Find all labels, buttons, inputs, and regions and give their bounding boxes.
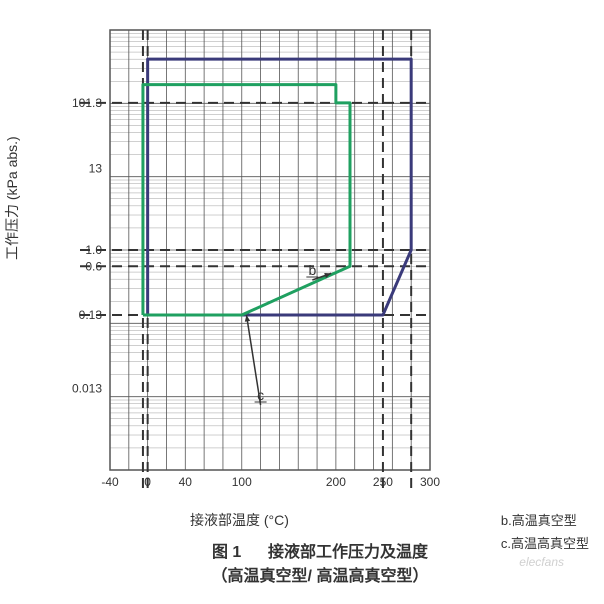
svg-text:0: 0 [144,475,151,489]
svg-text:0.013: 0.013 [72,381,102,395]
svg-text:100: 100 [232,475,252,489]
title-line3: （高温真空型/ 高温高真空型） [212,568,429,585]
svg-text:250: 250 [373,475,393,489]
svg-text:200: 200 [326,475,346,489]
title-line2: 接液部工作压力及温度 [268,544,428,561]
y-axis-label: 工作压力 (kPa abs.) [2,136,22,260]
svg-text:-40: -40 [101,475,119,489]
svg-text:0.13: 0.13 [79,308,103,322]
svg-text:0.6: 0.6 [85,259,102,273]
x-axis-label: 接液部温度 (°C) [190,510,289,530]
svg-text:13: 13 [89,161,103,175]
svg-text:b: b [308,262,316,278]
svg-text:300: 300 [420,475,440,489]
svg-text:40: 40 [179,475,193,489]
svg-text:-5: -5 [138,489,149,490]
figure-title: 图 1 接液部工作压力及温度 （高温真空型/ 高温高真空型） [70,538,570,586]
svg-text:1.0: 1.0 [85,243,102,257]
chart-plot: 0.013 0.13 0.6 1.0 13 101.3 -40 0 40 100 200 250 300… [10,10,450,490]
legend-item-b: b.高温真空型 [501,510,589,529]
chart-container: 0.013 0.13 0.6 1.0 13 101.3 -40 0 40 100 200 250 300… [10,10,594,594]
title-line1: 图 1 [212,544,241,561]
svg-text:101.3: 101.3 [72,96,102,110]
svg-text:280: 280 [401,489,421,490]
